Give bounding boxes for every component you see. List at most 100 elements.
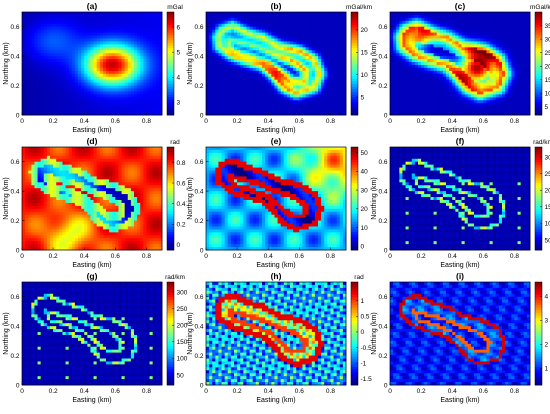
- heatmap-cell: [396, 32, 400, 36]
- heatmap-cell: [224, 23, 229, 28]
- heatmap-cell: [449, 59, 453, 63]
- heatmap-cell: [137, 62, 141, 66]
- heatmap-cell: [234, 79, 238, 84]
- heatmap-cell: [252, 12, 257, 16]
- heatmap-cell: [87, 59, 91, 63]
- colorbar-step: [351, 104, 358, 108]
- heatmap-cell: [396, 17, 400, 22]
- heatmap-cell: [209, 35, 213, 39]
- heatmap-cell: [246, 29, 250, 33]
- heatmap-cell: [265, 85, 269, 89]
- heatmap-cell: [520, 85, 525, 89]
- heatmap-cell: [215, 12, 219, 16]
- heatmap-cell: [390, 67, 394, 72]
- heatmap-cell: [424, 12, 428, 16]
- heatmap-cell: [393, 73, 397, 78]
- heatmap-cell: [390, 56, 394, 60]
- heatmap-cell: [243, 85, 247, 89]
- heatmap-cell: [486, 41, 490, 45]
- heatmap-cell: [218, 41, 222, 45]
- heatmap-cell: [106, 70, 110, 75]
- heatmap-cell: [342, 38, 347, 42]
- heatmap-cell: [511, 53, 515, 57]
- heatmap-cell: [333, 12, 338, 16]
- heatmap-cell: [90, 26, 94, 31]
- heatmap-cell: [442, 47, 447, 51]
- heatmap-cell: [37, 41, 42, 45]
- heatmap-cell: [305, 97, 310, 101]
- heatmap-cell: [258, 76, 263, 81]
- heatmap-cell: [495, 56, 500, 60]
- heatmap-cell: [46, 67, 51, 72]
- heatmap-cell: [280, 73, 285, 78]
- heatmap-cell: [526, 56, 531, 60]
- heatmap-cell: [127, 79, 132, 84]
- heatmap-cell: [78, 73, 82, 78]
- heatmap-cell: [74, 26, 79, 31]
- heatmap-cell: [489, 79, 494, 84]
- heatmap-cell: [146, 64, 150, 69]
- heatmap-cell: [489, 53, 494, 57]
- heatmap-cell: [442, 109, 447, 113]
- heatmap-cell: [127, 47, 132, 51]
- heatmap-cell: [93, 20, 98, 25]
- heatmap-cell: [237, 94, 241, 98]
- heatmap-cell: [140, 41, 144, 45]
- heatmap-cell: [84, 56, 88, 60]
- heatmap-cell: [40, 14, 45, 19]
- heatmap-cell: [523, 73, 528, 78]
- heatmap-cell: [414, 20, 419, 25]
- y-tick-label: 0: [16, 112, 20, 119]
- heatmap-cell: [87, 23, 91, 28]
- heatmap-cell: [121, 100, 126, 104]
- heatmap-cell: [74, 50, 79, 54]
- heatmap-cell: [483, 47, 487, 51]
- heatmap-cell: [121, 106, 126, 110]
- colorbar-step: [351, 19, 358, 23]
- heatmap-cell: [215, 103, 219, 107]
- heatmap-cell: [234, 14, 238, 19]
- heatmap-cell: [134, 76, 138, 81]
- heatmap-cell: [31, 62, 35, 66]
- heatmap-cell: [56, 73, 60, 78]
- heatmap-cell: [115, 112, 119, 116]
- heatmap-cell: [243, 100, 247, 104]
- heatmap-cell: [474, 53, 478, 57]
- heatmap-cell: [523, 20, 528, 25]
- heatmap-cell: [78, 88, 82, 92]
- heatmap-cell: [68, 106, 73, 110]
- heatmap-cell: [311, 44, 316, 48]
- heatmap-cell: [137, 41, 141, 45]
- heatmap-cell: [206, 106, 210, 110]
- heatmap-cell: [265, 56, 269, 60]
- heatmap-cell: [505, 35, 509, 39]
- heatmap-cell: [408, 47, 413, 51]
- heatmap-cell: [109, 44, 113, 48]
- heatmap-cell: [433, 79, 438, 84]
- heatmap-cell: [339, 53, 344, 57]
- heatmap-cell: [50, 53, 54, 57]
- heatmap-cell: [121, 29, 126, 33]
- heatmap-cell: [90, 32, 94, 36]
- heatmap-cell: [246, 88, 250, 92]
- heatmap-cell: [87, 91, 91, 95]
- heatmap-cell: [252, 79, 257, 84]
- heatmap-cell: [87, 44, 91, 48]
- heatmap-cell: [115, 47, 119, 51]
- colorbar-step: [535, 32, 542, 36]
- heatmap-cell: [206, 17, 210, 22]
- heatmap-cell: [439, 91, 444, 95]
- heatmap-cell: [452, 70, 456, 75]
- heatmap-cell: [121, 109, 126, 113]
- heatmap-cell: [149, 23, 154, 28]
- heatmap-cell: [155, 85, 160, 89]
- heatmap-cell: [25, 26, 29, 31]
- heatmap-cell: [442, 35, 447, 39]
- heatmap-cell: [526, 53, 531, 57]
- heatmap-cell: [336, 67, 341, 72]
- heatmap-cell: [221, 64, 226, 69]
- heatmap-cell: [240, 29, 244, 33]
- heatmap-cell: [327, 109, 331, 113]
- heatmap-cell: [396, 112, 400, 116]
- heatmap-cell: [99, 112, 104, 116]
